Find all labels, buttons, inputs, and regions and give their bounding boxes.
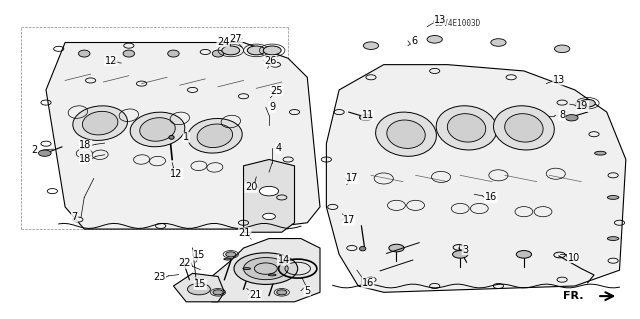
Circle shape [491,39,506,46]
Ellipse shape [169,136,174,139]
Circle shape [263,46,281,55]
Text: 5: 5 [304,286,310,296]
Ellipse shape [268,274,276,276]
Text: 13: 13 [434,15,446,25]
Text: 21: 21 [249,290,261,300]
Text: 11: 11 [362,110,374,120]
Text: 16: 16 [484,192,497,203]
Circle shape [360,114,372,121]
Text: 4: 4 [275,144,282,153]
Ellipse shape [212,50,224,57]
Text: 12: 12 [170,169,183,179]
Text: 25: 25 [271,85,283,96]
Circle shape [234,253,298,285]
Text: 24: 24 [217,37,229,47]
Text: 10: 10 [568,253,580,263]
Circle shape [427,35,442,43]
Text: 21: 21 [239,228,251,238]
Polygon shape [173,273,225,302]
Circle shape [364,42,379,49]
Ellipse shape [188,118,242,153]
Circle shape [244,257,288,280]
Circle shape [226,252,236,257]
Ellipse shape [197,124,232,148]
Ellipse shape [83,111,118,135]
Text: 27: 27 [230,34,242,44]
Text: 14: 14 [278,255,290,265]
Text: 19: 19 [577,101,589,111]
Ellipse shape [595,151,606,155]
Circle shape [565,115,578,121]
Circle shape [259,186,278,196]
Circle shape [580,100,595,107]
Ellipse shape [387,120,425,148]
Text: 13: 13 [553,75,565,85]
Circle shape [389,244,404,252]
Circle shape [38,150,51,156]
Circle shape [247,46,265,55]
Text: 12: 12 [105,56,117,66]
Circle shape [554,45,570,53]
Ellipse shape [79,50,90,57]
Text: 3: 3 [462,245,468,255]
Ellipse shape [130,112,185,147]
Text: 18: 18 [79,154,92,164]
Ellipse shape [447,114,486,142]
Text: 7: 7 [72,212,78,222]
Circle shape [222,46,240,55]
Ellipse shape [140,118,175,141]
Text: 15: 15 [193,250,205,260]
Ellipse shape [376,112,436,156]
Circle shape [262,213,275,219]
Text: 8: 8 [559,110,565,120]
Text: 18: 18 [79,140,92,150]
Text: 26: 26 [264,56,276,66]
Ellipse shape [436,106,497,150]
Ellipse shape [360,247,366,251]
Polygon shape [212,239,320,302]
Ellipse shape [168,50,179,57]
Ellipse shape [607,237,619,241]
Text: 17: 17 [346,174,358,183]
Ellipse shape [505,114,543,142]
Polygon shape [46,42,320,229]
Text: 9: 9 [269,102,275,112]
Ellipse shape [493,106,554,150]
Text: 15: 15 [194,279,206,289]
Text: 23: 23 [153,272,166,282]
Circle shape [213,290,223,295]
Text: 22: 22 [179,258,191,268]
Circle shape [452,250,468,258]
Polygon shape [326,65,626,292]
Circle shape [516,250,532,258]
Text: 2: 2 [31,145,38,155]
Circle shape [188,284,211,295]
Text: 16: 16 [362,278,374,288]
Text: FR.: FR. [563,291,583,301]
Text: 20: 20 [245,182,257,192]
Polygon shape [244,160,294,232]
Text: 6: 6 [412,36,417,46]
Ellipse shape [73,106,127,140]
Text: 17: 17 [342,215,355,225]
Ellipse shape [224,258,232,260]
Ellipse shape [607,196,619,199]
Text: S3V4E1003D: S3V4E1003D [435,19,481,28]
Text: 1: 1 [183,132,189,142]
Circle shape [276,290,287,295]
Ellipse shape [123,50,134,57]
Ellipse shape [243,268,250,270]
